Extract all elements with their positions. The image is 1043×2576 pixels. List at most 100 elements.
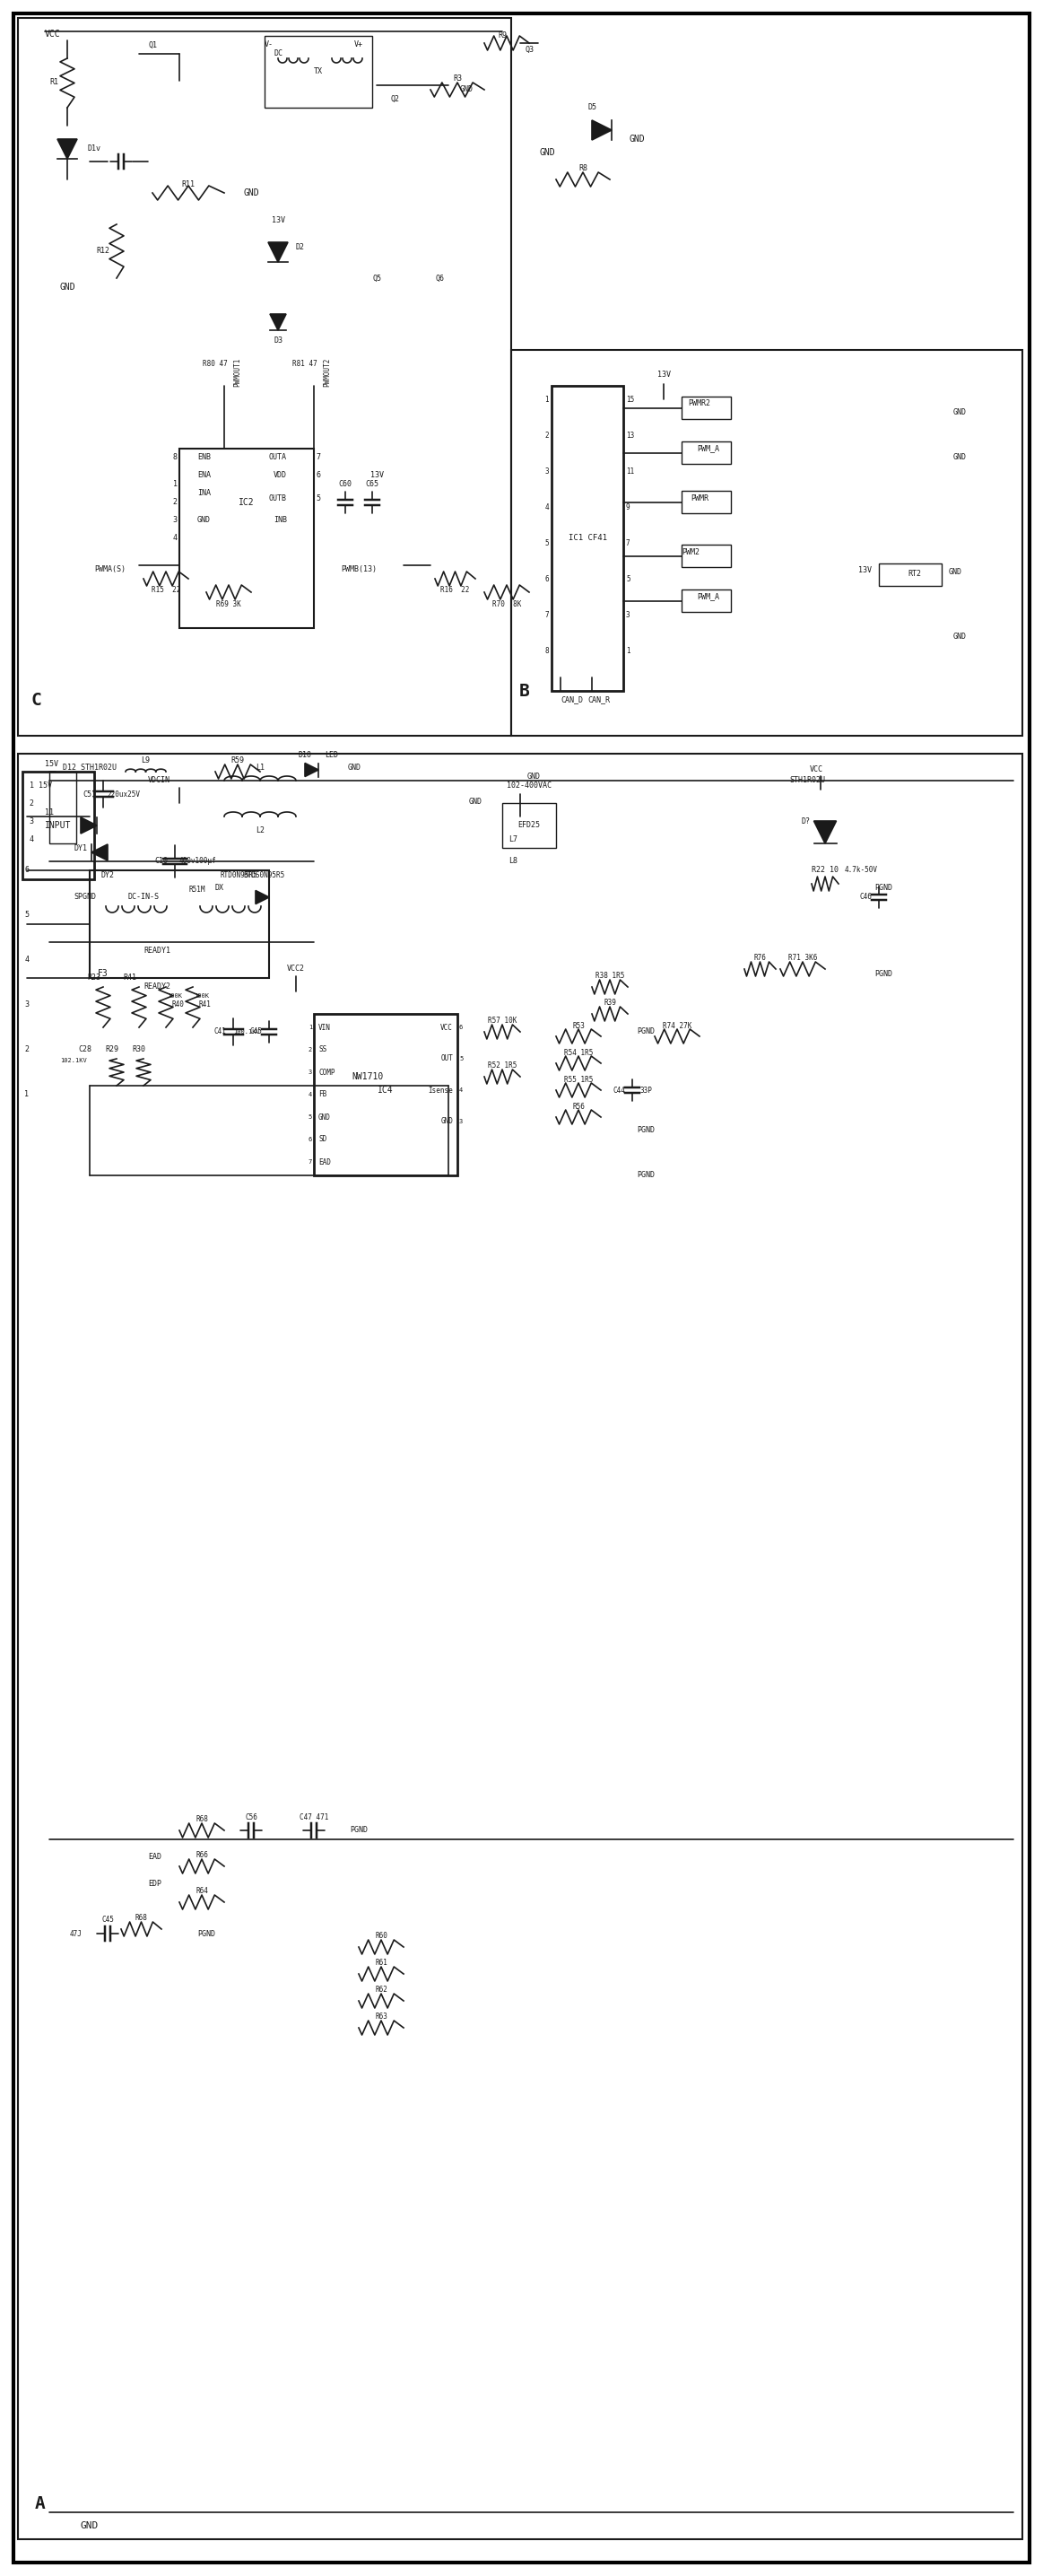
Text: 1: 1	[173, 482, 177, 489]
Text: 47J: 47J	[70, 1929, 82, 1937]
Text: C10: C10	[154, 858, 168, 866]
Text: GND: GND	[197, 515, 211, 526]
Text: R9: R9	[498, 31, 507, 39]
Text: C45: C45	[101, 1917, 114, 1924]
Text: 11: 11	[626, 466, 634, 474]
Bar	[681, 492, 731, 513]
Text: 13V: 13V	[271, 216, 285, 224]
Text: R71 3K6: R71 3K6	[789, 953, 817, 963]
Text: C44: C44	[612, 1087, 625, 1095]
Bar	[90, 871, 269, 979]
Text: R70  8K: R70 8K	[492, 600, 522, 608]
Text: C: C	[30, 690, 41, 708]
Text: READY1: READY1	[144, 948, 170, 956]
Bar	[503, 804, 556, 848]
Text: VCC: VCC	[45, 28, 60, 39]
Text: EAD: EAD	[318, 1157, 331, 1167]
Text: 33P: 33P	[639, 1087, 652, 1095]
Text: 2: 2	[309, 1046, 312, 1054]
Text: RT2: RT2	[908, 569, 921, 577]
Text: 9: 9	[626, 502, 630, 510]
Text: PWMB(13): PWMB(13)	[341, 567, 377, 574]
Text: 5: 5	[544, 538, 549, 546]
Text: V+: V+	[355, 41, 363, 49]
Text: PGND: PGND	[197, 1929, 215, 1937]
Text: 5: 5	[316, 495, 320, 502]
Text: D2: D2	[296, 242, 305, 250]
Text: DC-IN-S: DC-IN-S	[128, 894, 160, 902]
Text: VCC2: VCC2	[287, 966, 305, 974]
Text: R76: R76	[753, 953, 766, 963]
Text: R29: R29	[105, 1046, 119, 1054]
Text: R1: R1	[49, 77, 58, 88]
Text: Q3: Q3	[525, 46, 534, 54]
Text: 3: 3	[544, 466, 549, 474]
Bar	[18, 18, 511, 737]
Text: C46: C46	[859, 894, 872, 902]
Text: PGND: PGND	[636, 1126, 655, 1133]
Text: 13V: 13V	[858, 567, 872, 574]
Polygon shape	[814, 822, 836, 842]
Text: ENB: ENB	[197, 453, 211, 461]
Text: 1: 1	[309, 1025, 312, 1030]
Bar	[18, 755, 1022, 2540]
Text: R68: R68	[196, 1816, 208, 1824]
Text: R55 1R5: R55 1R5	[564, 1074, 593, 1084]
Text: 5: 5	[309, 1115, 312, 1121]
Text: 4: 4	[459, 1087, 463, 1092]
Text: R61: R61	[374, 1960, 387, 1968]
Text: 4: 4	[25, 956, 29, 963]
Text: R74 27K: R74 27K	[662, 1023, 692, 1030]
Text: R23: R23	[88, 974, 101, 981]
Bar	[681, 544, 731, 567]
Text: 13V: 13V	[657, 371, 671, 379]
Text: C60: C60	[339, 482, 351, 489]
Text: R57 10K: R57 10K	[488, 1018, 516, 1025]
Text: 2: 2	[25, 1046, 29, 1054]
Bar	[49, 773, 76, 842]
Text: 7: 7	[309, 1159, 312, 1164]
Text: 1: 1	[29, 781, 33, 788]
Text: GND: GND	[527, 773, 540, 781]
Text: GND: GND	[948, 569, 962, 577]
Text: 3: 3	[173, 515, 177, 526]
Text: EAD: EAD	[148, 1852, 162, 1862]
Text: GND: GND	[468, 796, 482, 806]
Text: PWMA(S): PWMA(S)	[94, 567, 125, 574]
Text: B: B	[519, 683, 530, 701]
Text: 4: 4	[309, 1092, 312, 1097]
Bar	[265, 36, 372, 108]
Text: GND: GND	[440, 1118, 453, 1126]
Text: A: A	[35, 2494, 46, 2512]
Text: GND: GND	[953, 453, 966, 461]
Text: GND: GND	[59, 283, 75, 291]
Text: GND: GND	[243, 188, 259, 198]
Text: L7: L7	[509, 835, 517, 842]
Text: R59: R59	[231, 757, 244, 765]
Text: C45: C45	[249, 1028, 262, 1036]
Text: PWMOUT2: PWMOUT2	[323, 358, 332, 386]
Text: L2: L2	[256, 827, 265, 835]
Text: D12 STH1R02U: D12 STH1R02U	[63, 762, 117, 770]
Text: R38 1R5: R38 1R5	[596, 971, 625, 981]
Text: PWM2: PWM2	[681, 549, 700, 556]
Text: C28: C28	[78, 1046, 92, 1054]
Text: 3: 3	[29, 817, 33, 824]
Text: R54 1R5: R54 1R5	[564, 1048, 593, 1056]
Polygon shape	[57, 139, 77, 160]
Text: 4: 4	[173, 533, 177, 544]
Text: 3: 3	[25, 1002, 29, 1010]
Polygon shape	[268, 242, 288, 263]
Text: 5: 5	[626, 574, 630, 582]
Polygon shape	[256, 891, 269, 904]
Text: OUT: OUT	[440, 1054, 453, 1064]
Text: 400v100μf: 400v100μf	[178, 858, 216, 866]
Text: R8: R8	[579, 165, 587, 173]
Text: 100.1KV: 100.1KV	[234, 1030, 260, 1036]
Text: Isense: Isense	[428, 1087, 453, 1095]
Text: R66: R66	[196, 1852, 208, 1860]
Text: RTD0N95R5: RTD0N95R5	[220, 871, 257, 878]
Text: GND: GND	[347, 762, 361, 770]
Text: OUTB: OUTB	[269, 495, 287, 502]
Polygon shape	[270, 314, 286, 330]
